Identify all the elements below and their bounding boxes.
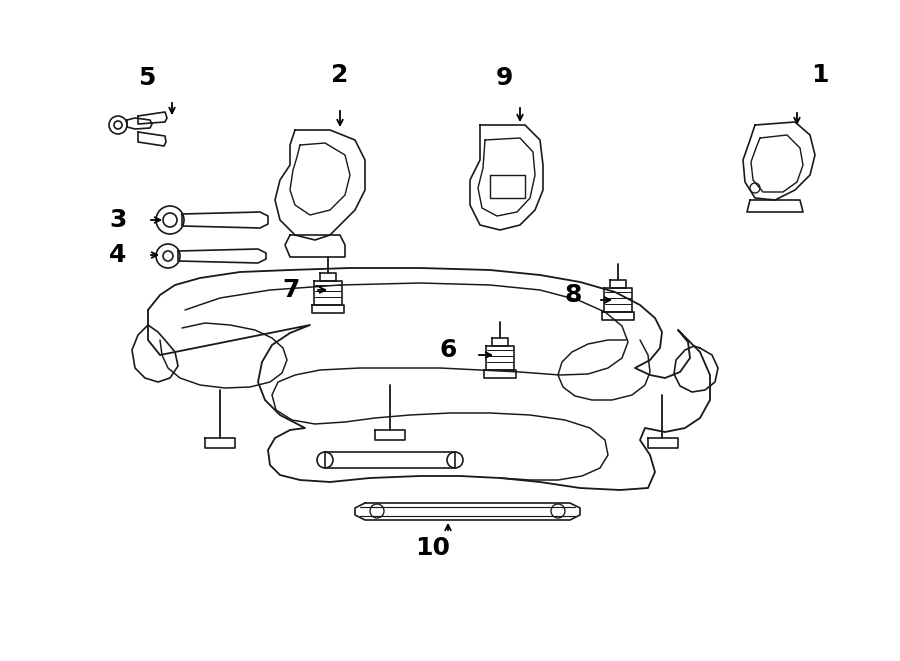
Text: 8: 8 <box>564 283 581 307</box>
Text: 4: 4 <box>109 243 127 267</box>
Text: 9: 9 <box>495 66 513 90</box>
Text: 6: 6 <box>439 338 456 362</box>
Text: 3: 3 <box>109 208 127 232</box>
Text: 2: 2 <box>331 63 348 87</box>
Text: 7: 7 <box>283 278 300 302</box>
Text: 10: 10 <box>416 536 451 560</box>
Text: 1: 1 <box>811 63 829 87</box>
Text: 5: 5 <box>139 66 156 90</box>
